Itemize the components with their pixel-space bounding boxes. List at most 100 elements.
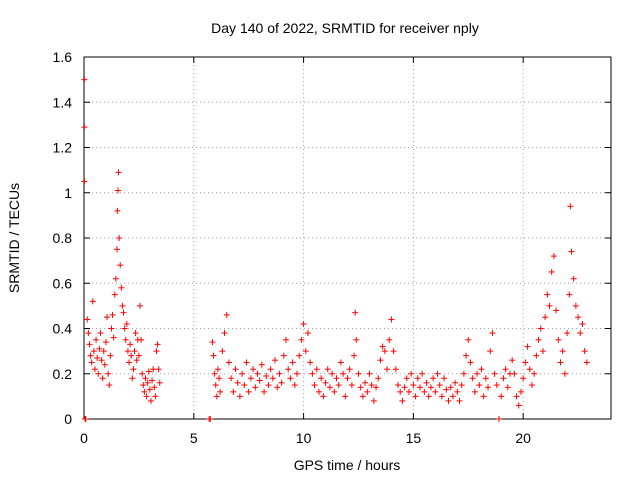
data-point — [96, 345, 103, 352]
data-point — [493, 382, 500, 389]
data-point — [85, 330, 92, 337]
data-point — [110, 334, 117, 341]
data-point — [256, 377, 263, 384]
data-point — [434, 370, 441, 377]
data-point — [537, 325, 544, 332]
data-point — [261, 388, 268, 395]
data-point — [535, 336, 542, 343]
data-point — [564, 330, 571, 337]
data-point — [90, 348, 97, 355]
data-point — [491, 370, 498, 377]
data-point — [333, 375, 340, 382]
data-point — [129, 375, 136, 382]
data-point — [207, 416, 214, 422]
data-point — [366, 370, 373, 377]
data-point — [557, 359, 564, 366]
data-point — [213, 393, 220, 400]
data-point — [236, 393, 243, 400]
data-point — [553, 307, 560, 314]
data-point — [550, 253, 557, 260]
y-tick-label: 0.2 — [53, 366, 73, 382]
data-point — [471, 388, 478, 395]
data-point — [342, 393, 349, 400]
data-point — [89, 298, 96, 305]
data-point — [438, 393, 445, 400]
data-point — [94, 354, 101, 361]
data-point — [410, 382, 417, 389]
y-axis: 0 0.2 0.4 0.6 0.8 1 1.2 1.4 1.6 — [53, 49, 611, 427]
data-point — [583, 359, 590, 366]
data-point — [513, 393, 520, 400]
data-point — [243, 359, 250, 366]
data-point — [522, 359, 529, 366]
data-point — [124, 348, 131, 355]
data-point — [397, 388, 404, 395]
data-point — [95, 370, 102, 377]
data-point — [216, 375, 223, 382]
data-point — [296, 352, 303, 359]
data-point — [97, 330, 104, 337]
data-point — [340, 370, 347, 377]
data-point — [113, 246, 120, 253]
data-point — [460, 370, 467, 377]
data-point — [126, 359, 133, 366]
data-point — [320, 393, 327, 400]
data-point — [414, 375, 421, 382]
data-point — [144, 379, 151, 386]
data-point — [373, 384, 380, 391]
data-point — [135, 352, 142, 359]
data-point — [559, 348, 566, 355]
data-point — [106, 382, 113, 389]
data-point — [496, 416, 503, 422]
data-point — [570, 275, 577, 282]
y-tick-label: 1.2 — [53, 140, 73, 156]
data-point — [280, 352, 287, 359]
data-point — [147, 397, 154, 404]
data-point — [269, 375, 276, 382]
data-point — [399, 397, 406, 404]
data-point — [509, 357, 516, 364]
data-point — [456, 397, 463, 404]
data-point — [232, 366, 239, 373]
data-point — [375, 375, 382, 382]
data-point — [392, 366, 399, 373]
data-point — [476, 382, 483, 389]
data-point — [133, 357, 140, 364]
data-point — [395, 382, 402, 389]
data-point — [156, 379, 163, 386]
data-point — [153, 348, 160, 355]
data-point — [348, 382, 355, 389]
data-point — [412, 393, 419, 400]
data-point — [474, 370, 481, 377]
data-point — [526, 366, 533, 373]
data-point — [511, 370, 518, 377]
y-tick-label: 0 — [64, 411, 72, 427]
data-point — [331, 388, 338, 395]
data-point — [263, 373, 270, 380]
data-point — [140, 382, 147, 389]
data-point — [542, 314, 549, 321]
data-point — [98, 357, 105, 364]
data-point — [401, 384, 408, 391]
data-point — [515, 402, 522, 409]
data-point — [254, 370, 261, 377]
data-point — [539, 348, 546, 355]
y-tick-label: 1.6 — [53, 49, 73, 65]
data-point — [370, 397, 377, 404]
data-point — [566, 291, 573, 298]
data-point — [384, 366, 391, 373]
data-point — [265, 382, 272, 389]
data-point — [115, 169, 122, 176]
data-point — [346, 366, 353, 373]
data-point — [416, 384, 423, 391]
data-point — [318, 375, 325, 382]
data-point — [381, 348, 388, 355]
data-point — [364, 388, 371, 395]
data-point — [108, 325, 115, 332]
data-point — [465, 336, 472, 343]
data-point — [225, 359, 232, 366]
data-point — [219, 348, 226, 355]
data-point — [423, 379, 430, 386]
data-point — [211, 370, 218, 377]
y-tick-label: 1 — [64, 185, 72, 201]
